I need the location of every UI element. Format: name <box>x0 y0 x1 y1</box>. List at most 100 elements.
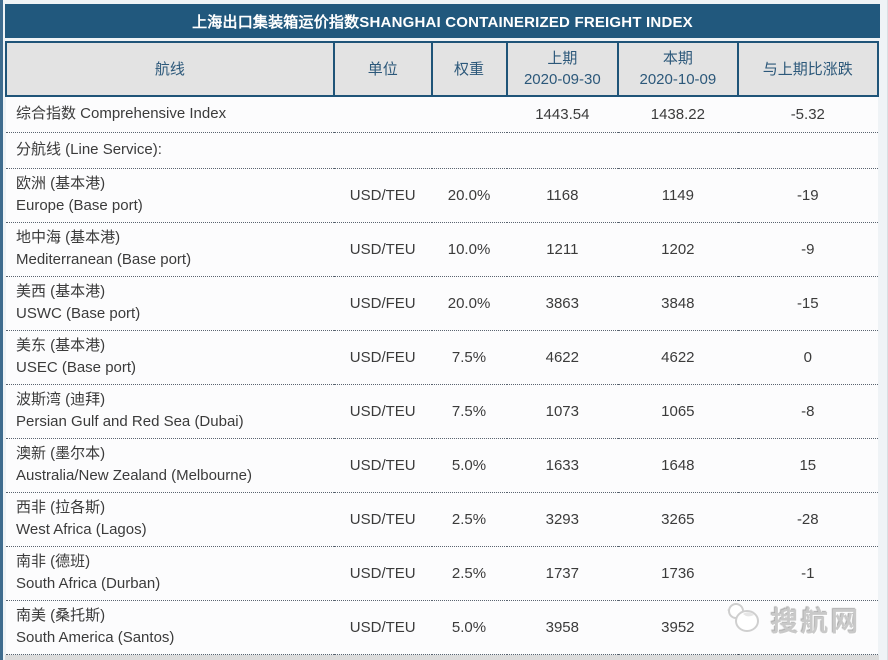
change-value-cell: -19 <box>737 168 878 223</box>
change-value-cell: -1 <box>737 546 878 601</box>
change-value-cell: -8 <box>737 384 878 439</box>
route-cell: 分航线 (Line Service): <box>6 132 334 169</box>
weight-cell: 7.5% <box>431 330 507 385</box>
weight-cell: 5.0% <box>431 438 507 493</box>
route-name-cn: 欧洲 (基本港) <box>16 175 106 192</box>
previous-value-cell: 1168 <box>506 168 619 223</box>
table-row: 西非 (拉各斯) West Africa (Lagos) USD/TEU 2.5% 32… <box>6 492 878 547</box>
weight-cell: 20.0% <box>431 168 507 223</box>
route-name-cn: 地中海 (基本港) <box>16 229 121 246</box>
route-name-cn: 美东 (基本港) <box>16 337 106 354</box>
change-value-cell: 0 <box>737 330 878 385</box>
change-value-cell <box>737 600 878 655</box>
unit-cell: USD/TEU <box>333 384 432 439</box>
previous-value-cell: 1633 <box>506 438 619 493</box>
current-value-cell: 1202 <box>618 222 738 277</box>
route-name-en: USEC (Base port) <box>16 359 137 376</box>
route-name-en: West Africa (Lagos) <box>16 521 147 538</box>
table-title-bar: 上海出口集装箱运价指数SHANGHAI CONTAINERIZED FREIGH… <box>5 4 880 38</box>
weight-cell <box>431 132 507 169</box>
table-row: 美西 (基本港) USWC (Base port) USD/FEU 20.0% 3863… <box>6 276 878 331</box>
table-row: 南非 (德班) South Africa (Durban) USD/TEU 2.5% 1… <box>6 546 878 601</box>
previous-value-cell: 1443.54 <box>506 96 619 133</box>
previous-period-date: 2020-09-30 <box>523 71 601 88</box>
column-header-current-period: 本期 2020-10-09 <box>617 41 739 97</box>
next-row-cutoff-strip <box>5 654 879 660</box>
change-value-cell <box>737 132 878 169</box>
route-name-en: USWC (Base port) <box>16 305 141 322</box>
unit-cell: USD/TEU <box>333 168 432 223</box>
route-cell: 综合指数 Comprehensive Index <box>6 96 334 133</box>
change-value-cell: -28 <box>737 492 878 547</box>
table-row: 欧洲 (基本港) Europe (Base port) USD/TEU 20.0% 11… <box>6 168 878 223</box>
current-period-label: 本期 <box>662 50 693 67</box>
current-value-cell <box>618 132 738 169</box>
table-header-row: 航线 单位 权重 上期 2020-09-30 本期 2020-10-09 与上期 <box>5 41 880 97</box>
previous-value-cell: 4622 <box>506 330 619 385</box>
unit-cell: USD/TEU <box>333 438 432 493</box>
previous-value-cell: 3293 <box>506 492 619 547</box>
unit-cell <box>333 132 432 169</box>
current-value-cell: 1065 <box>618 384 738 439</box>
change-value-cell: -9 <box>737 222 878 277</box>
route-name-en: South America (Santos) <box>16 629 175 646</box>
previous-value-cell <box>506 132 619 169</box>
freight-index-table: 航线 单位 权重 上期 2020-09-30 本期 2020-10-09 与上期 <box>5 41 880 655</box>
route-name-cn: 南美 (桑托斯) <box>16 607 106 624</box>
route-name-en: Mediterranean (Base port) <box>16 251 192 268</box>
previous-period-label: 上期 <box>547 50 578 67</box>
previous-value-cell: 3863 <box>506 276 619 331</box>
change-value-cell: -5.32 <box>737 96 878 133</box>
current-value-cell: 1438.22 <box>618 96 738 133</box>
column-header-unit: 单位 <box>332 41 433 97</box>
previous-value-cell: 1737 <box>506 546 619 601</box>
unit-cell: USD/FEU <box>333 276 432 331</box>
route-name-en: Europe (Base port) <box>16 197 143 214</box>
current-value-cell: 4622 <box>618 330 738 385</box>
column-header-route: 航线 <box>5 41 335 97</box>
unit-cell: USD/TEU <box>333 600 432 655</box>
previous-value-cell: 3958 <box>506 600 619 655</box>
weight-cell <box>431 96 507 133</box>
weight-cell: 2.5% <box>431 546 507 601</box>
unit-cell: USD/TEU <box>333 492 432 547</box>
table-row: 波斯湾 (迪拜) Persian Gulf and Red Sea (Dubai)… <box>6 384 878 439</box>
weight-cell: 7.5% <box>431 384 507 439</box>
change-value-cell: 15 <box>737 438 878 493</box>
table-body: 综合指数 Comprehensive Index 1443.54 1438.22 -5… <box>6 96 878 655</box>
table-row: 分航线 (Line Service): <box>6 132 878 169</box>
table-row: 地中海 (基本港) Mediterranean (Base port) USD/TE… <box>6 222 878 277</box>
route-cell: 南非 (德班) South Africa (Durban) <box>6 546 334 601</box>
column-header-weight: 权重 <box>430 41 508 97</box>
route-name-en: South Africa (Durban) <box>16 575 161 592</box>
current-value-cell: 1736 <box>618 546 738 601</box>
current-value-cell: 1149 <box>618 168 738 223</box>
route-name-cn: 南非 (德班) <box>16 553 91 570</box>
route-name-cn: 西非 (拉各斯) <box>16 499 106 516</box>
route-cell: 美西 (基本港) USWC (Base port) <box>6 276 334 331</box>
route-name-en: Australia/New Zealand (Melbourne) <box>16 467 252 484</box>
previous-value-cell: 1211 <box>506 222 619 277</box>
route-name-cn: 澳新 (墨尔本) <box>16 445 106 462</box>
weight-cell: 10.0% <box>431 222 507 277</box>
current-value-cell: 3952 <box>618 600 738 655</box>
table-title: 上海出口集装箱运价指数SHANGHAI CONTAINERIZED FREIGH… <box>192 13 693 31</box>
weight-cell: 5.0% <box>431 600 507 655</box>
unit-cell <box>333 96 432 133</box>
unit-cell: USD/FEU <box>333 330 432 385</box>
column-header-previous-period: 上期 2020-09-30 <box>505 41 620 97</box>
route-name-en: Persian Gulf and Red Sea (Dubai) <box>16 413 244 430</box>
route-cell: 欧洲 (基本港) Europe (Base port) <box>6 168 334 223</box>
current-value-cell: 3848 <box>618 276 738 331</box>
route-cell: 地中海 (基本港) Mediterranean (Base port) <box>6 222 334 277</box>
table-row: 综合指数 Comprehensive Index 1443.54 1438.22 -5… <box>6 96 878 133</box>
current-value-cell: 1648 <box>618 438 738 493</box>
route-cell: 澳新 (墨尔本) Australia/New Zealand (Melbourne… <box>6 438 334 493</box>
table-row: 南美 (桑托斯) South America (Santos) USD/TEU 5.0… <box>6 600 878 655</box>
current-period-date: 2020-10-09 <box>639 71 717 88</box>
previous-value-cell: 1073 <box>506 384 619 439</box>
weight-cell: 20.0% <box>431 276 507 331</box>
table-row: 美东 (基本港) USEC (Base port) USD/FEU 7.5% 4622 4… <box>6 330 878 385</box>
route-cell: 波斯湾 (迪拜) Persian Gulf and Red Sea (Dubai) <box>6 384 334 439</box>
